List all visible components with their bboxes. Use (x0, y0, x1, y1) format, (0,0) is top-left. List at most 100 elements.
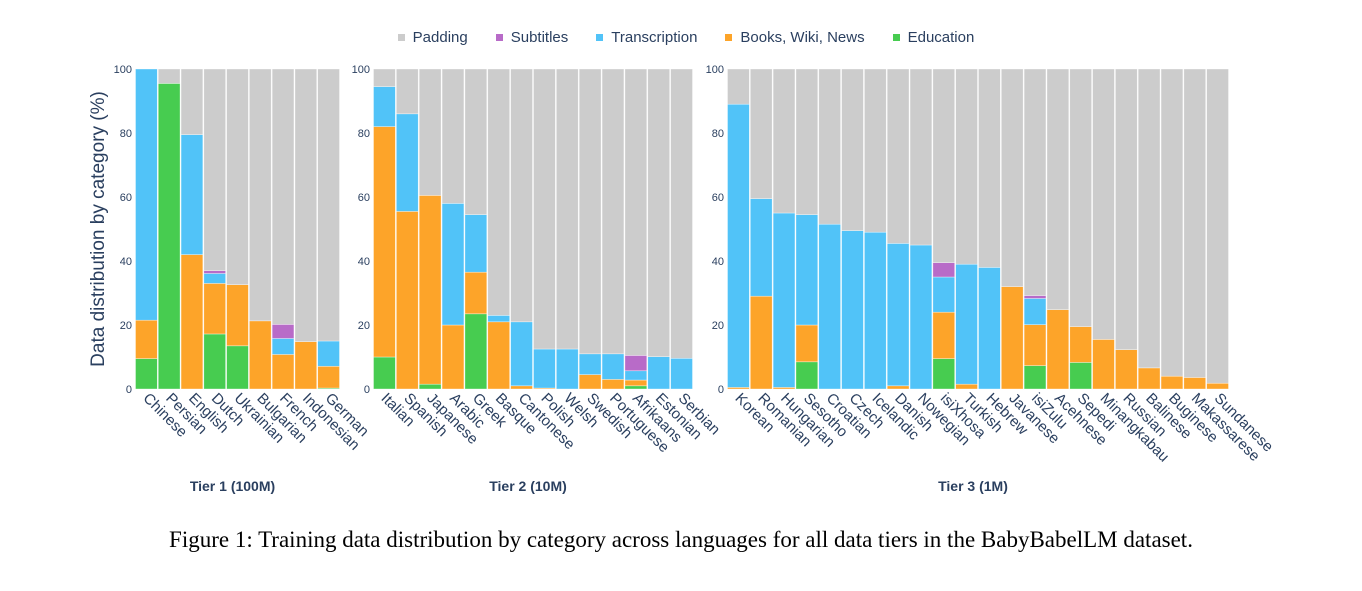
bar-segment-padding (932, 68, 955, 263)
bar-segment-padding (226, 68, 249, 285)
bar-segment-padding (795, 68, 819, 215)
figure-caption: Figure 1: Training data distribution by … (169, 527, 1193, 552)
bar-segment-padding (157, 68, 181, 84)
bar-segment-books-wiki-news (464, 271, 488, 315)
y-tick-label: 100 (706, 64, 724, 76)
bar-segment-transcription (750, 198, 773, 297)
legend-label-education: Education (907, 29, 975, 46)
bar-segment-education (203, 333, 226, 390)
bar-indonesian (294, 68, 318, 390)
bar-estonian (647, 68, 670, 390)
legend-swatch-transcription (596, 34, 604, 41)
panel-title: Tier 3 (1M) (938, 478, 1008, 494)
panel-3: 020406080100KoreanRomanianHungarianSesot… (706, 64, 1277, 494)
bar-segment-padding (556, 68, 579, 350)
bar-segment-transcription (487, 315, 510, 323)
bar-italian (373, 68, 396, 390)
bar-segment-books-wiki-news (1046, 309, 1070, 390)
bar-segment-education (373, 356, 396, 390)
bar-segment-transcription (1023, 298, 1047, 325)
bar-segment-transcription (932, 276, 955, 313)
y-tick-label: 20 (712, 320, 724, 332)
legend-item-transcription[interactable]: Transcription (596, 29, 697, 46)
bar-segment-transcription (441, 203, 465, 326)
bar-segment-padding (624, 68, 648, 356)
bar-segment-transcription (317, 340, 340, 367)
bar-acehnese (1046, 68, 1070, 390)
legend-label-subtitles: Subtitles (510, 29, 569, 46)
y-tick-label: 40 (358, 256, 370, 268)
bar-segment-padding (294, 68, 318, 342)
bar-segment-padding (1092, 68, 1115, 340)
bar-makassarese (1183, 68, 1206, 390)
bar-segment-books-wiki-news (317, 365, 340, 389)
bar-sepedi (1069, 68, 1092, 390)
y-tick-label: 0 (126, 384, 132, 396)
y-tick-label: 100 (114, 64, 132, 76)
bar-segment-books-wiki-news (1206, 382, 1229, 390)
bar-segment-transcription (373, 86, 396, 127)
bar-segment-books-wiki-news (1137, 367, 1161, 390)
bar-segment-padding (1183, 68, 1206, 378)
bar-segment-subtitles (271, 324, 295, 339)
bar-segment-padding (818, 68, 841, 225)
bar-segment-padding (1069, 68, 1092, 327)
bar-segment-transcription (271, 338, 295, 355)
bar-segment-transcription (955, 263, 978, 385)
bar-segment-education (157, 83, 181, 390)
bar-danish (886, 68, 910, 390)
bar-segment-transcription (510, 321, 533, 387)
bar-segment-books-wiki-news (1092, 339, 1115, 390)
bar-portuguese (601, 68, 625, 390)
legend-item-education[interactable]: Education (892, 29, 975, 46)
bar-segment-transcription (841, 230, 864, 390)
bar-segment-transcription (795, 214, 819, 326)
bar-korean (727, 68, 750, 390)
y-tick-label: 20 (358, 320, 370, 332)
bar-segment-padding (533, 68, 556, 350)
bar-segment-padding (601, 68, 625, 355)
bar-segment-books-wiki-news (886, 385, 910, 390)
bar-segment-padding (772, 68, 796, 214)
bar-segment-transcription (203, 273, 226, 284)
bar-segment-education (226, 345, 249, 390)
bar-russian (1115, 68, 1138, 390)
y-tick-label: 0 (364, 384, 370, 396)
bar-segment-subtitles (203, 270, 226, 274)
y-tick-label: 80 (712, 128, 724, 140)
y-tick-label: 40 (712, 256, 724, 268)
bar-segment-padding (955, 68, 978, 265)
bar-bulgarian (249, 68, 272, 390)
bar-segment-books-wiki-news (932, 311, 955, 359)
bar-segment-padding (396, 68, 419, 115)
bar-segment-transcription (670, 357, 693, 390)
legend: Padding Subtitles Transcription Books, Wiki… (0, 29, 1362, 46)
bar-serbian (670, 68, 693, 390)
bar-isizulu (1023, 68, 1047, 390)
legend-item-padding[interactable]: Padding (397, 29, 468, 46)
y-tick-label: 0 (718, 384, 724, 396)
bar-segment-books-wiki-news (955, 383, 978, 390)
bar-segment-transcription (180, 134, 204, 255)
bar-segment-transcription (978, 267, 1001, 390)
bar-segment-transcription (624, 370, 648, 381)
bar-segment-books-wiki-news (1023, 324, 1047, 366)
bar-nowegian (909, 68, 933, 390)
bar-afrikaans (624, 68, 648, 390)
legend-swatch-education (892, 34, 900, 41)
bar-segment-books-wiki-news (203, 283, 226, 335)
bar-segment-transcription (464, 214, 488, 273)
bar-segment-education (795, 361, 819, 390)
legend-item-subtitles[interactable]: Subtitles (495, 29, 569, 46)
bar-segment-transcription (864, 231, 887, 390)
stacked-bar-figure: Data distribution by category (%) 0 20 40 6… (88, 64, 1277, 494)
y-tick-label: 20 (120, 320, 132, 332)
bar-segment-education (464, 313, 488, 390)
bar-welsh (556, 68, 579, 390)
bar-segment-transcription (727, 103, 750, 388)
bar-segment-books-wiki-news (1001, 286, 1024, 390)
bar-czech (841, 68, 864, 390)
bar-hebrew (978, 68, 1001, 390)
legend-item-books[interactable]: Books, Wiki, News (725, 29, 865, 46)
bar-segment-padding (670, 68, 693, 359)
